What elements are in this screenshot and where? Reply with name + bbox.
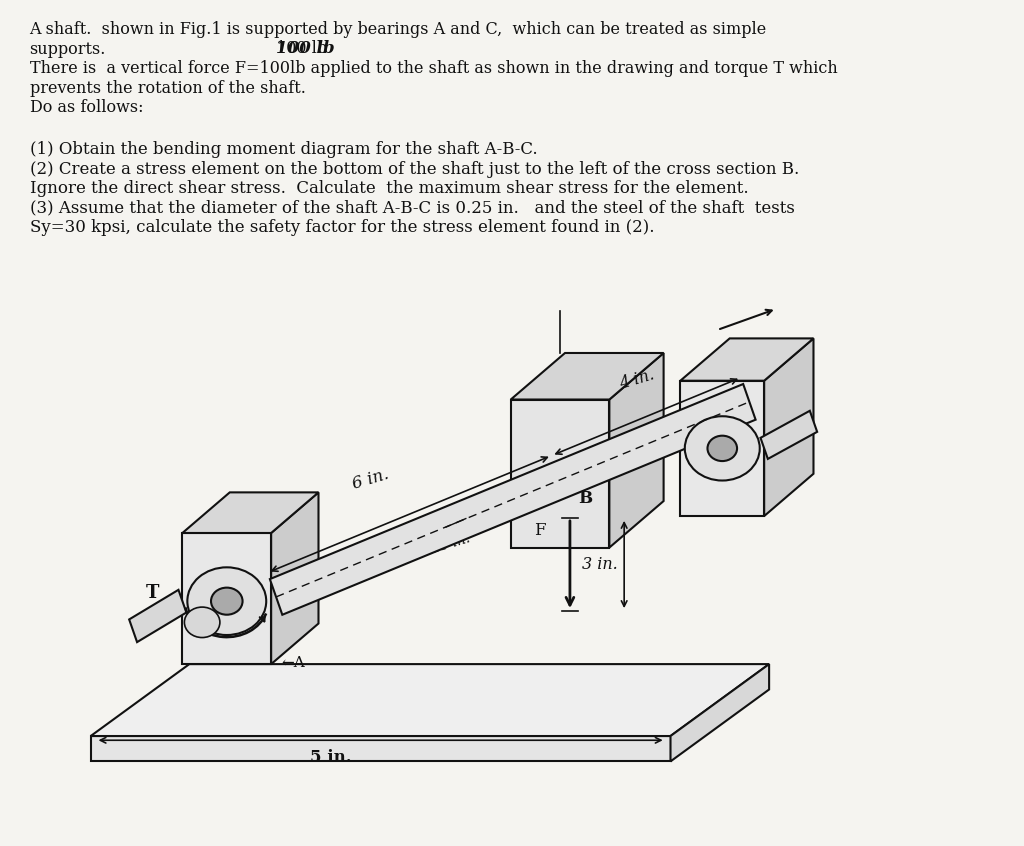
Text: prevents the rotation of the shaft.: prevents the rotation of the shaft. [30, 80, 305, 96]
Polygon shape [511, 353, 664, 399]
Polygon shape [129, 590, 186, 642]
Polygon shape [680, 381, 764, 516]
Polygon shape [764, 338, 813, 516]
Text: Sy=30 kpsi, calculate the safety factor for the stress element found in (2).: Sy=30 kpsi, calculate the safety factor … [30, 219, 654, 236]
Text: Do as follows:: Do as follows: [30, 99, 143, 116]
Text: B: B [578, 490, 592, 507]
Text: 0.25 in.: 0.25 in. [417, 531, 471, 560]
Polygon shape [671, 664, 769, 761]
Text: 6 in.: 6 in. [350, 466, 390, 493]
Text: (3) Assume that the diameter of the shaft A-B-C is 0.25 in.   and the steel of t: (3) Assume that the diameter of the shaf… [30, 200, 795, 217]
Text: T: T [146, 584, 160, 602]
Text: 100 lb: 100 lb [276, 40, 335, 57]
Text: C: C [772, 436, 784, 453]
Circle shape [187, 568, 266, 635]
Polygon shape [680, 338, 813, 381]
Text: A shaft.  shown in Fig.1 is supported by bearings A and C,  which can be treated: A shaft. shown in Fig.1 is supported by … [30, 21, 767, 38]
Polygon shape [91, 664, 769, 736]
Text: 100 lb: 100 lb [276, 40, 328, 57]
Circle shape [708, 436, 737, 461]
Text: There is  a vertical force F=100lb applied to the shaft as shown in the drawing : There is a vertical force F=100lb applie… [30, 60, 838, 77]
Polygon shape [182, 533, 271, 664]
Text: Ignore the direct shear stress.  Calculate  the maximum shear stress for the ele: Ignore the direct shear stress. Calculat… [30, 180, 749, 197]
Polygon shape [271, 492, 318, 664]
Text: ←A: ←A [281, 656, 305, 670]
Polygon shape [270, 384, 756, 615]
Circle shape [685, 416, 760, 481]
Text: 3 in.: 3 in. [582, 556, 617, 573]
Polygon shape [761, 411, 817, 459]
Text: supports.: supports. [30, 41, 105, 58]
Polygon shape [91, 736, 671, 761]
Polygon shape [511, 399, 609, 547]
Polygon shape [182, 492, 318, 533]
Circle shape [184, 607, 220, 638]
Text: 5 in.: 5 in. [310, 749, 352, 766]
Circle shape [211, 588, 243, 615]
Text: 4 in.: 4 in. [616, 366, 656, 393]
Text: (1) Obtain the bending moment diagram for the shaft A-B-C.: (1) Obtain the bending moment diagram fo… [30, 141, 538, 158]
Polygon shape [609, 353, 664, 547]
Text: F: F [534, 522, 546, 539]
Text: (2) Create a stress element on the bottom of the shaft just to the left of the c: (2) Create a stress element on the botto… [30, 161, 799, 178]
